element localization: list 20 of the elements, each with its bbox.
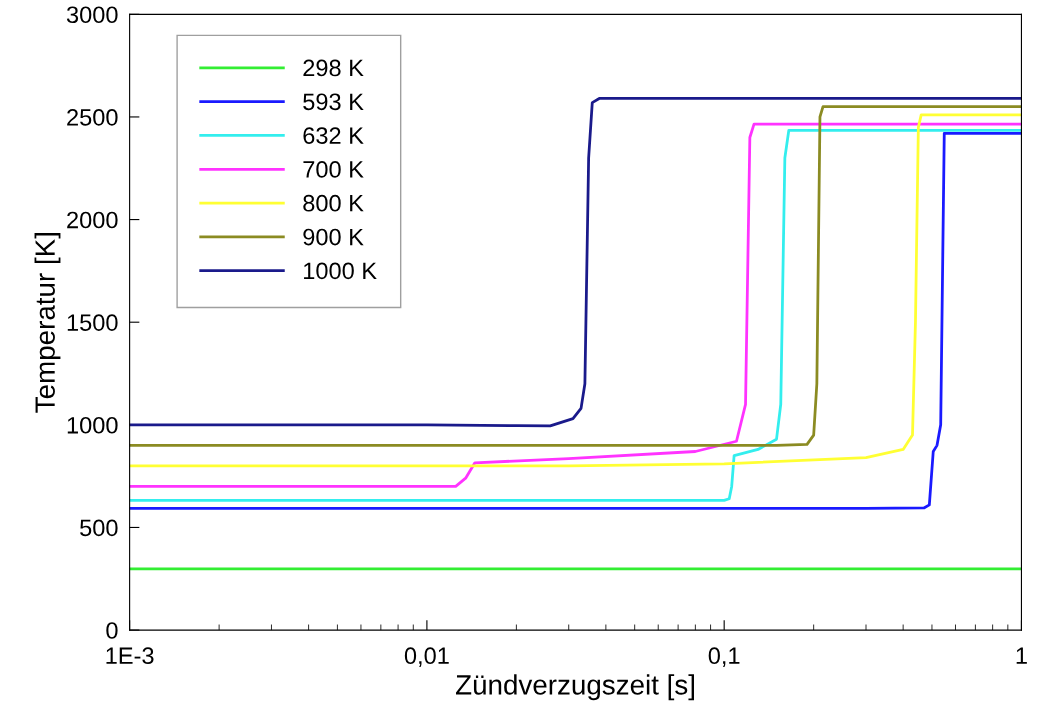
y-tick-label: 500 xyxy=(80,519,118,537)
y-tick-label: 2500 xyxy=(67,109,118,126)
legend-label: 593 K xyxy=(303,93,364,111)
y-tick-label: 1000 xyxy=(67,416,118,434)
legend-label: 900 K xyxy=(303,228,364,246)
x-tick-label: 1E-3 xyxy=(106,647,154,665)
legend-label: 298 K xyxy=(303,59,364,77)
x-tick-label: 0,1 xyxy=(708,647,740,667)
legend-label: 800 K xyxy=(303,194,364,212)
legend-label: 1000 K xyxy=(304,262,377,280)
x-axis-title: Zündverzugszeit [s] xyxy=(456,674,694,701)
legend-label: 700 K xyxy=(303,161,364,178)
legend-label: 632 K xyxy=(303,127,364,144)
y-tick-label: 2000 xyxy=(67,211,118,229)
y-tick-label: 0 xyxy=(106,622,118,639)
x-tick-label: 0,01 xyxy=(404,647,449,667)
y-axis-title: Temperatur [K] xyxy=(34,233,61,413)
x-tick-label: 1 xyxy=(1016,647,1027,664)
y-tick-label: 1500 xyxy=(67,314,118,331)
y-tick-label: 3000 xyxy=(66,6,118,24)
